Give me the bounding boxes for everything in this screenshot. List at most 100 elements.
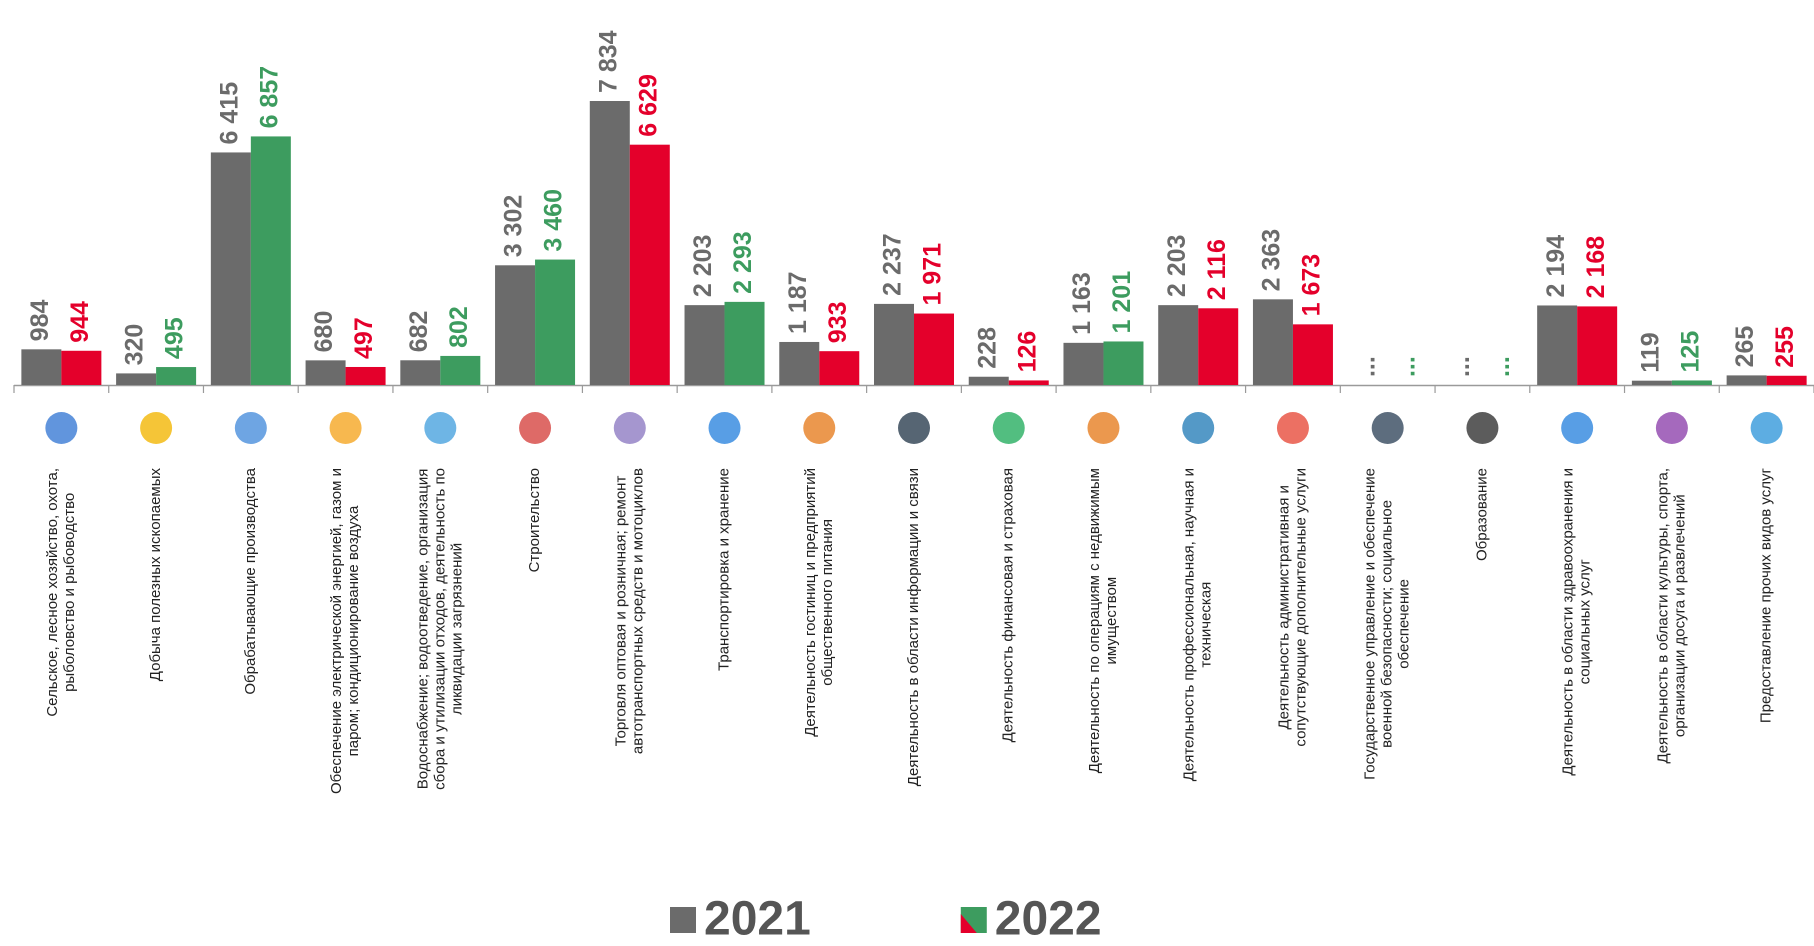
category-label: Сельское, лесное хозяйство, охота,рыболо… — [44, 468, 78, 717]
bar — [1537, 305, 1578, 385]
bar — [1631, 380, 1672, 385]
value-label: 6 629 — [634, 74, 662, 137]
value-label: 1 163 — [1068, 272, 1096, 335]
category-icon — [1750, 412, 1783, 444]
category-label: Деятельность гостиниц и предприятийобщес… — [802, 468, 836, 737]
legend-label: 2021 — [704, 893, 811, 946]
category-icon — [329, 412, 362, 444]
category-icon — [708, 412, 741, 444]
bar — [1198, 308, 1239, 385]
bar — [1577, 306, 1618, 385]
category-label: Предоставление прочих видов услуг — [1758, 467, 1775, 723]
bar — [1252, 299, 1293, 385]
value-label: 2 116 — [1203, 239, 1231, 300]
bar — [535, 259, 576, 385]
category-icon — [898, 412, 930, 444]
value-label: 6 415 — [215, 82, 243, 145]
bar — [779, 341, 820, 385]
value-label: 2 168 — [1582, 236, 1610, 299]
category-icon — [1087, 412, 1120, 444]
category-label: Деятельность по операциям с недвижимымим… — [1086, 468, 1120, 773]
value-label: 265 — [1731, 326, 1759, 368]
bar — [914, 313, 954, 385]
bar — [589, 101, 630, 385]
category-icon — [519, 412, 552, 444]
value-label: ... — [1447, 356, 1475, 377]
category-label: Деятельность в области здравоохранения и… — [1560, 468, 1594, 776]
category-icon — [234, 412, 267, 444]
value-label: 2 203 — [1163, 235, 1191, 298]
category-icon — [1561, 412, 1594, 444]
value-label: 6 857 — [255, 66, 283, 129]
category-label: Деятельность административная исопутству… — [1275, 468, 1309, 747]
category-label: Водоснабжение; водоотведение, организаци… — [414, 468, 465, 790]
value-label: 984 — [26, 300, 54, 342]
category-label: Образование — [1473, 468, 1490, 561]
value-label: 497 — [350, 317, 378, 359]
category-icon — [45, 412, 78, 444]
bar — [440, 355, 481, 385]
bar — [305, 360, 346, 385]
category-label: Транспортировка и хранение — [715, 468, 732, 671]
legend: 2021 2022 — [670, 893, 1102, 946]
value-label: 1 673 — [1298, 254, 1326, 317]
value-label: 119 — [1637, 332, 1665, 372]
bar — [1766, 375, 1807, 385]
bar — [968, 376, 1009, 385]
bar — [156, 367, 197, 385]
value-label: 680 — [310, 311, 338, 353]
value-label: 2 203 — [689, 235, 717, 298]
value-label: 1 187 — [784, 271, 812, 334]
category-icon — [1466, 412, 1499, 444]
value-label: 682 — [405, 311, 433, 353]
value-label: 125 — [1677, 331, 1705, 373]
bar — [116, 373, 157, 385]
value-label: ... — [1352, 356, 1380, 377]
value-label: 3 460 — [540, 189, 568, 252]
category-label: Строительство — [526, 468, 543, 572]
category-icon — [424, 412, 457, 444]
value-label: ... — [1392, 356, 1420, 377]
category-label: Обрабатывающие производства — [242, 467, 259, 694]
category-label: Торговля оптовая и розничная; ремонтавто… — [612, 468, 646, 754]
legend-swatch — [670, 907, 696, 933]
value-label: 255 — [1771, 326, 1799, 368]
category-icon — [992, 412, 1025, 444]
category-label: Государственное управление и обеспечение… — [1362, 468, 1413, 780]
value-label: 802 — [445, 306, 473, 348]
category-label: Обеспечение электрической энергией, газо… — [328, 468, 362, 794]
value-label: 933 — [824, 301, 852, 343]
bar — [400, 360, 441, 385]
bar — [724, 301, 765, 385]
category-label: Добыча полезных ископаемых — [147, 468, 164, 682]
category-icon — [803, 412, 836, 444]
category-icon — [1182, 412, 1215, 444]
value-label: 320 — [121, 324, 149, 366]
category-label: Деятельность в области культуры, спорта,… — [1654, 468, 1688, 763]
bar — [1063, 342, 1104, 385]
bar — [684, 305, 725, 385]
bar — [874, 303, 914, 385]
category-icon — [1371, 412, 1404, 444]
category-icon — [1276, 412, 1309, 444]
category-icon — [1655, 412, 1688, 444]
value-label: 2 194 — [1542, 235, 1570, 298]
bar — [1671, 380, 1712, 385]
value-label: 2 237 — [879, 233, 907, 296]
legend-swatch — [960, 914, 977, 933]
value-label: 7 834 — [594, 30, 622, 93]
bar — [819, 351, 860, 385]
legend-label: 2022 — [995, 893, 1102, 946]
value-label: 1 971 — [919, 243, 947, 306]
value-label: 495 — [161, 317, 189, 359]
bar — [1158, 305, 1199, 385]
bar — [21, 349, 62, 385]
bar — [250, 136, 291, 385]
bar — [629, 144, 670, 385]
bar — [1008, 380, 1049, 385]
value-label: 3 302 — [500, 195, 528, 258]
bar — [345, 366, 386, 385]
value-label: 1 201 — [1108, 271, 1136, 334]
category-label: Деятельность профессиональная, научная и… — [1181, 468, 1215, 781]
